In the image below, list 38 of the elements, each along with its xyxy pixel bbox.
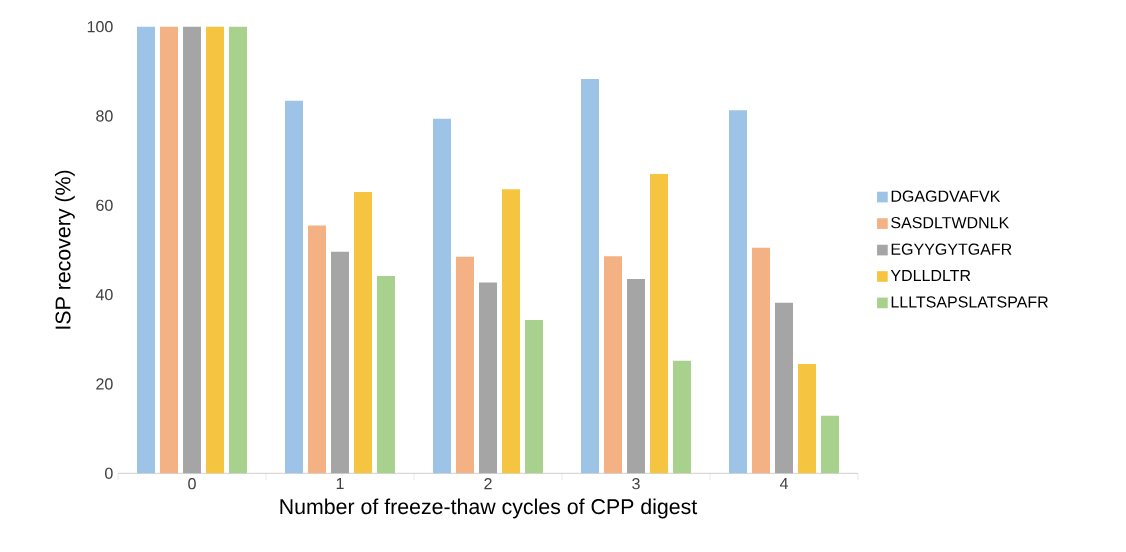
bar <box>308 225 327 474</box>
x-tick-label: 4 <box>779 478 788 490</box>
y-tick-label: 0 <box>105 467 113 479</box>
bar <box>229 26 248 474</box>
y-tick-label: 20 <box>96 378 113 390</box>
bar <box>798 363 816 474</box>
bar <box>160 26 179 474</box>
x-axis-title: Number of freeze-thaw cycles of CPP digest <box>280 498 698 519</box>
y-tick-label: 80 <box>96 110 113 122</box>
legend-label: DGAGDVAFVK <box>891 190 1001 202</box>
x-tick-label: 3 <box>632 478 640 490</box>
bar <box>377 275 396 474</box>
bar <box>821 415 839 474</box>
legend-label: EGYYGYTGAFR <box>891 243 1012 255</box>
legend-label: SASDLTWDNLK <box>891 216 1010 229</box>
x-tick-label: 2 <box>484 478 492 490</box>
bar <box>206 26 225 474</box>
bar <box>285 100 304 474</box>
x-tick-label: 1 <box>336 478 344 490</box>
bar <box>752 247 770 474</box>
bar <box>137 26 156 474</box>
bar <box>433 118 452 474</box>
legend-label: LLLTSAPSLATSPAFR <box>891 296 1048 308</box>
x-tick-label: 0 <box>188 478 196 490</box>
bar <box>354 191 373 474</box>
y-axis-title: ISP recovery (%) <box>54 170 75 329</box>
y-tick-label: 60 <box>96 199 113 211</box>
legend-label: YDLLDLTR <box>890 270 971 281</box>
y-tick-label: 40 <box>95 289 113 301</box>
bar <box>673 360 691 474</box>
bar <box>729 110 747 474</box>
bar <box>650 174 668 474</box>
bar <box>581 78 599 474</box>
bar <box>604 256 622 474</box>
bar <box>502 189 520 474</box>
bar <box>456 256 475 474</box>
bar <box>525 320 544 474</box>
y-tick-label: 100 <box>87 21 113 33</box>
